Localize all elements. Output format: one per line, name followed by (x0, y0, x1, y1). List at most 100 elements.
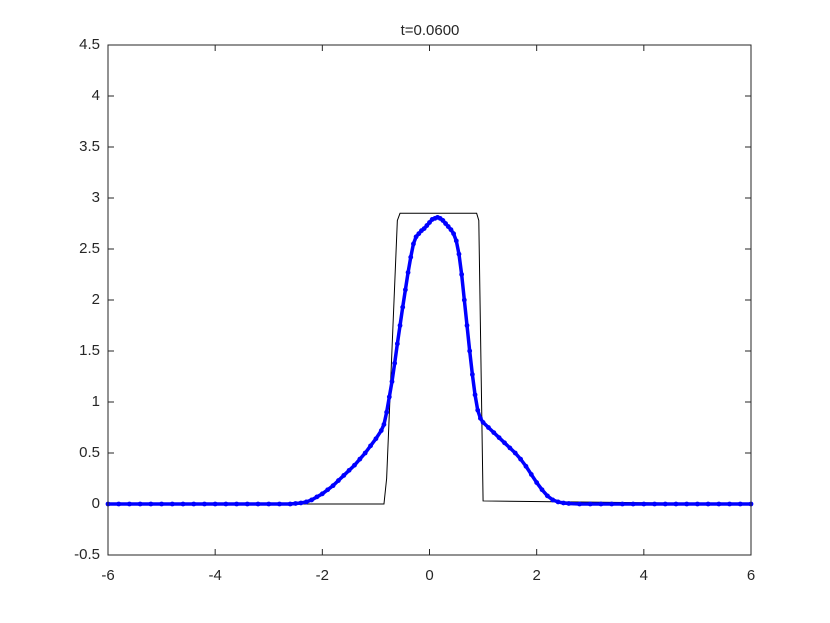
data-point (397, 323, 403, 328)
data-point (539, 487, 545, 493)
data-point (159, 501, 164, 507)
data-point (405, 270, 411, 275)
y-tick-label: 2.5 (79, 240, 100, 257)
series-line (108, 212, 752, 505)
data-point (191, 501, 197, 507)
data-point (234, 501, 240, 507)
data-point (346, 467, 352, 473)
data-point (212, 501, 218, 507)
data-point (737, 501, 743, 507)
data-point (255, 501, 261, 507)
data-point (512, 450, 518, 456)
data-point (561, 500, 566, 506)
data-point (336, 478, 341, 483)
data-point (303, 499, 309, 505)
data-point (368, 443, 373, 449)
data-point (386, 394, 392, 400)
y-tick-label: 4.5 (79, 36, 100, 53)
data-point (244, 501, 250, 507)
data-point (673, 501, 679, 507)
data-point (451, 231, 457, 237)
data-point (716, 501, 722, 507)
data-point (298, 500, 304, 506)
data-point (400, 304, 406, 310)
data-point (116, 501, 122, 507)
y-tick-label: 0 (92, 495, 100, 512)
data-point (411, 241, 416, 247)
y-tick-label: 1.5 (79, 342, 100, 359)
data-point (684, 501, 690, 507)
data-point (180, 501, 186, 507)
data-point (448, 227, 454, 233)
chart-title: t=0.0600 (401, 22, 460, 39)
data-point (309, 497, 315, 503)
data-point (652, 501, 657, 507)
x-tick-label: 4 (640, 567, 648, 584)
data-point (357, 456, 363, 462)
data-point (695, 501, 700, 507)
x-tick-label: -6 (101, 567, 114, 584)
data-point (620, 501, 625, 507)
data-point (469, 372, 475, 377)
data-point (266, 501, 272, 507)
data-point (464, 323, 470, 328)
data-point (641, 501, 647, 507)
data-point (330, 483, 336, 489)
x-tick-label: -4 (208, 567, 221, 584)
data-point (475, 407, 481, 413)
data-point (518, 456, 523, 462)
data-point (148, 501, 154, 507)
data-point (169, 501, 175, 507)
data-point (480, 420, 486, 425)
data-point (223, 501, 229, 507)
data-point (534, 480, 540, 485)
y-tick-label: -0.5 (74, 546, 100, 563)
data-point (277, 501, 282, 507)
data-point (528, 472, 534, 477)
y-tick-label: 2 (92, 291, 100, 308)
data-point (555, 499, 561, 505)
y-tick-label: 3.5 (79, 138, 100, 155)
data-point (577, 501, 582, 507)
data-point (491, 430, 497, 435)
data-point (662, 501, 668, 507)
data-point (502, 440, 507, 446)
data-point (402, 287, 408, 293)
data-point (587, 501, 593, 507)
data-point (496, 435, 502, 441)
data-point (507, 445, 513, 451)
data-point (467, 348, 473, 354)
data-point (384, 409, 390, 415)
x-tick-label: 0 (425, 567, 433, 584)
data-point (550, 497, 556, 503)
data-point (325, 487, 331, 493)
data-point (293, 501, 298, 506)
data-point (472, 392, 478, 398)
data-point (127, 501, 132, 507)
plot-frame (107, 44, 752, 556)
data-point (319, 491, 325, 497)
data-point (378, 428, 384, 433)
data-point (392, 360, 398, 366)
data-point (523, 463, 529, 469)
data-point (566, 501, 572, 506)
data-point (408, 254, 414, 260)
y-tick-label: 4 (92, 87, 100, 104)
data-point (202, 501, 207, 507)
data-point (341, 473, 347, 478)
y-tick-label: 0.5 (79, 444, 100, 461)
y-tick-label: 1 (92, 393, 100, 410)
data-point (486, 425, 491, 430)
data-point (461, 297, 467, 303)
data-point (394, 341, 400, 347)
data-point (287, 501, 293, 507)
data-point (609, 501, 615, 507)
x-tick-label: 6 (747, 567, 755, 584)
data-point (389, 379, 395, 384)
data-point (314, 494, 320, 500)
data-point (381, 422, 387, 427)
x-tick-label: -2 (316, 567, 329, 584)
